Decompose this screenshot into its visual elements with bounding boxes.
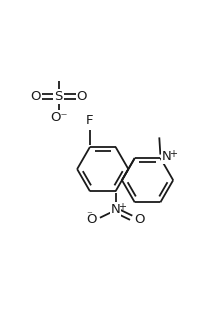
- Text: O: O: [77, 90, 87, 103]
- Text: F: F: [86, 115, 94, 127]
- Text: O: O: [134, 213, 145, 226]
- Text: S: S: [54, 90, 63, 103]
- Text: +: +: [169, 149, 178, 159]
- Text: N: N: [111, 203, 120, 216]
- Text: O: O: [86, 213, 97, 226]
- Text: N: N: [161, 150, 171, 163]
- Text: +: +: [118, 202, 126, 212]
- Text: O⁻: O⁻: [50, 111, 67, 124]
- Text: ⁻: ⁻: [87, 211, 92, 220]
- Text: O: O: [30, 90, 41, 103]
